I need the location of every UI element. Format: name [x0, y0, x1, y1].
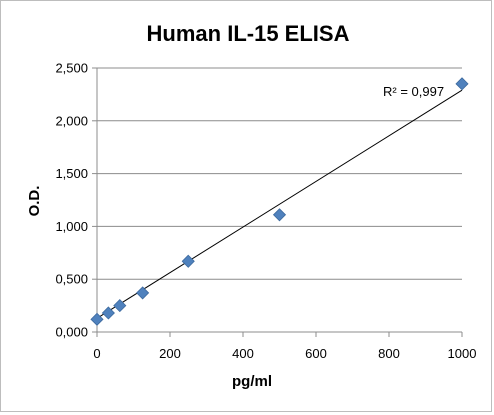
- data-point-5: [272, 208, 287, 222]
- x-tick-label-5: 1000: [448, 346, 477, 361]
- axes: [92, 67, 463, 337]
- chart-title: Human IL-15 ELISA: [147, 21, 350, 46]
- x-tick-label-3: 600: [305, 346, 327, 361]
- x-tick-label-4: 800: [378, 346, 400, 361]
- r-squared-annotation: R² = 0,997: [383, 84, 444, 99]
- y-axis-label: O.D.: [26, 186, 43, 217]
- data-point-2: [113, 299, 127, 313]
- x-tick-label-1: 200: [159, 346, 181, 361]
- gridlines: [97, 67, 462, 280]
- x-tick-label-0: 0: [93, 346, 100, 361]
- data-points: [90, 77, 469, 326]
- x-tick-labels: 0 200 400 600 800 1000: [93, 346, 476, 361]
- y-tick-label-1: 0,500: [55, 272, 88, 287]
- data-point-1: [101, 306, 115, 320]
- trendline: [96, 89, 463, 319]
- x-tick-label-2: 400: [232, 346, 254, 361]
- y-tick-label-3: 1,500: [55, 166, 88, 181]
- x-axis-label: pg/ml: [232, 373, 272, 390]
- data-point-0: [90, 312, 104, 326]
- y-tick-label-5: 2,500: [55, 61, 88, 76]
- data-point-4: [181, 254, 195, 268]
- y-tick-labels: 0,000 0,500 1,000 1,500 2,000 2,500: [55, 61, 88, 340]
- y-tick-label-0: 0,000: [55, 325, 88, 340]
- y-tick-label-2: 1,000: [55, 219, 88, 234]
- data-point-3: [136, 286, 150, 300]
- y-tick-label-4: 2,000: [55, 113, 88, 128]
- data-point-6: [455, 77, 469, 91]
